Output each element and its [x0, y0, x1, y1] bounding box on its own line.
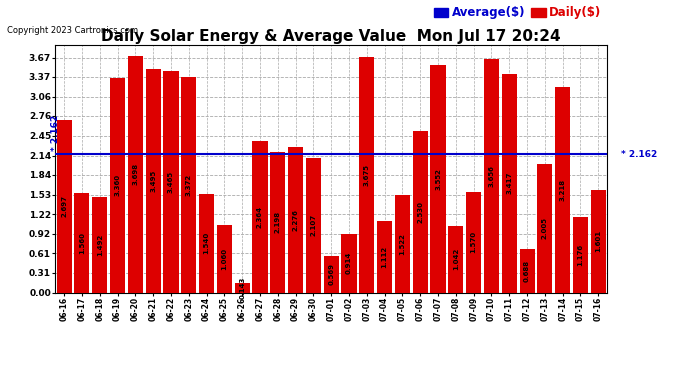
Text: 0.688: 0.688 — [524, 260, 530, 282]
Text: 2.005: 2.005 — [542, 217, 548, 239]
Bar — [359, 57, 375, 292]
Text: 2.276: 2.276 — [293, 209, 299, 231]
Bar — [306, 158, 321, 292]
Text: 2.198: 2.198 — [275, 211, 281, 233]
Text: 2.530: 2.530 — [417, 201, 423, 223]
Bar — [110, 78, 125, 292]
Bar — [92, 197, 107, 292]
Bar — [235, 284, 250, 292]
Text: 1.601: 1.601 — [595, 230, 601, 252]
Text: 3.698: 3.698 — [132, 163, 138, 185]
Text: 3.417: 3.417 — [506, 172, 512, 194]
Text: 2.107: 2.107 — [310, 214, 317, 236]
Bar — [75, 193, 90, 292]
Bar — [342, 234, 357, 292]
Text: 1.042: 1.042 — [453, 248, 459, 270]
Bar — [466, 192, 481, 292]
Bar — [555, 87, 570, 292]
Text: * 2.162: * 2.162 — [622, 150, 658, 159]
Bar — [57, 120, 72, 292]
Bar — [288, 147, 303, 292]
Bar — [128, 56, 143, 292]
Bar — [502, 74, 517, 292]
Bar — [146, 69, 161, 292]
Bar — [484, 58, 499, 292]
Text: 3.552: 3.552 — [435, 168, 441, 190]
Text: 1.112: 1.112 — [382, 246, 388, 268]
Text: 1.060: 1.060 — [221, 248, 228, 270]
Bar — [164, 71, 179, 292]
Text: 2.697: 2.697 — [61, 195, 67, 217]
Title: Daily Solar Energy & Average Value  Mon Jul 17 20:24: Daily Solar Energy & Average Value Mon J… — [101, 29, 561, 44]
Text: 0.914: 0.914 — [346, 252, 352, 274]
Bar — [413, 131, 428, 292]
Bar — [377, 221, 392, 292]
Bar — [324, 256, 339, 292]
Text: 3.218: 3.218 — [560, 178, 566, 201]
Text: 1.540: 1.540 — [204, 232, 210, 254]
Bar — [448, 226, 464, 292]
Bar — [253, 141, 268, 292]
Text: 3.656: 3.656 — [489, 165, 495, 186]
Text: Copyright 2023 Cartronics.com: Copyright 2023 Cartronics.com — [7, 26, 138, 35]
Text: 1.176: 1.176 — [578, 244, 584, 266]
Bar — [270, 152, 286, 292]
Text: * 2.162: * 2.162 — [50, 115, 60, 151]
Text: 3.372: 3.372 — [186, 174, 192, 196]
Bar — [520, 249, 535, 292]
Bar — [395, 195, 410, 292]
Text: 0.569: 0.569 — [328, 263, 334, 285]
Bar — [217, 225, 232, 292]
Bar — [573, 217, 588, 292]
Text: 0.143: 0.143 — [239, 277, 245, 299]
Text: 3.495: 3.495 — [150, 170, 156, 192]
Bar — [591, 190, 606, 292]
Text: 2.364: 2.364 — [257, 206, 263, 228]
Text: 3.465: 3.465 — [168, 171, 174, 193]
Text: 1.492: 1.492 — [97, 234, 103, 256]
Text: 3.360: 3.360 — [115, 174, 121, 196]
Text: 1.522: 1.522 — [400, 233, 406, 255]
Bar — [199, 194, 214, 292]
Legend: Average($), Daily($): Average($), Daily($) — [434, 6, 601, 20]
Text: 3.675: 3.675 — [364, 164, 370, 186]
Bar — [538, 164, 553, 292]
Text: 1.570: 1.570 — [471, 231, 477, 254]
Bar — [431, 65, 446, 292]
Text: 1.560: 1.560 — [79, 232, 85, 254]
Bar — [181, 77, 197, 292]
